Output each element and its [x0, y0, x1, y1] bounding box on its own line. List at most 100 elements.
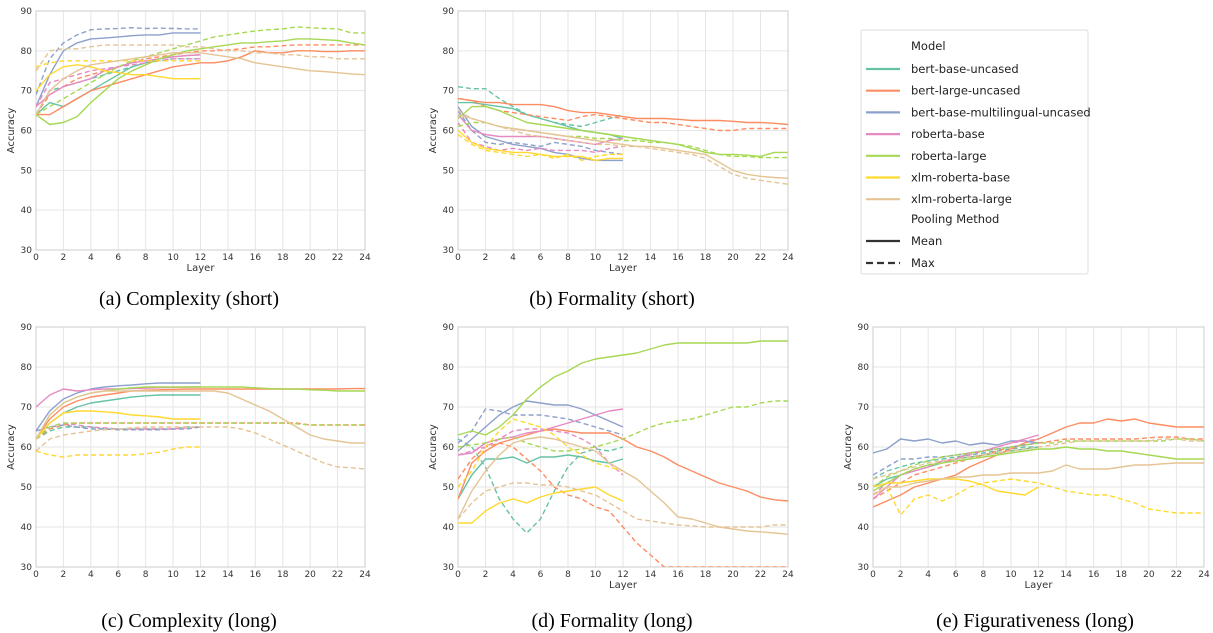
y-tick-label: 90: [443, 323, 455, 333]
series-line-bert-large-uncased-mean: [36, 387, 365, 440]
series-line-bert-base-multilingual-uncased-mean: [873, 438, 1039, 454]
x-tick-label: 0: [33, 570, 39, 580]
y-tick-label: 90: [858, 323, 870, 333]
x-tick-label: 14: [222, 253, 234, 263]
y-axis-label: Accuracy: [6, 424, 17, 470]
x-tick-label: 12: [1033, 570, 1044, 580]
series-line-bert-base-uncased-max: [458, 86, 624, 128]
series-line-xlm-roberta-base-max: [873, 478, 1204, 516]
x-tick-label: 14: [645, 253, 657, 263]
x-axis-label: Layer: [1025, 580, 1054, 591]
series-line-xlm-roberta-base-mean: [458, 486, 624, 524]
y-tick-label: 70: [21, 87, 33, 97]
x-tick-label: 6: [538, 570, 544, 580]
x-tick-label: 12: [617, 253, 628, 263]
x-tick-label: 2: [483, 570, 489, 580]
y-axis-label: Accuracy: [6, 108, 17, 154]
series-lines: [458, 340, 788, 567]
legend-label-xlm-roberta-large: xlm-roberta-large: [911, 192, 1012, 206]
y-tick-label: 50: [858, 483, 870, 493]
y-tick-label: 30: [21, 563, 33, 573]
x-tick-label: 4: [510, 253, 516, 263]
series-line-xlm-roberta-base-max: [458, 133, 623, 162]
y-tick-label: 60: [858, 443, 870, 453]
y-tick-label: 90: [21, 7, 33, 17]
x-tick-label: 10: [1005, 570, 1017, 580]
x-tick-label: 6: [538, 253, 544, 263]
x-tick-label: 22: [332, 253, 343, 263]
series-line-xlm-roberta-large-max: [458, 482, 788, 528]
x-axis-label: Layer: [609, 263, 638, 274]
x-tick-label: 20: [304, 253, 316, 263]
y-tick-label: 40: [21, 206, 33, 216]
x-tick-label: 24: [782, 570, 794, 580]
x-tick-label: 20: [1143, 570, 1155, 580]
x-tick-label: 24: [1198, 570, 1210, 580]
x-tick-label: 2: [61, 253, 67, 263]
legend-label-bert-base-uncased: bert-base-uncased: [911, 62, 1019, 76]
legend-model-entries: bert-base-uncased bert-large-uncased bert-…: [866, 62, 1091, 206]
plot-frame: [872, 326, 1205, 568]
x-tick-label: 14: [645, 570, 657, 580]
x-tick-label: 18: [1116, 570, 1128, 580]
y-axis-label: Accuracy: [428, 108, 439, 154]
x-tick-label: 16: [250, 570, 262, 580]
y-tick-label: 80: [858, 363, 870, 373]
y-tick-label: 70: [443, 403, 455, 413]
y-tick-label: 50: [443, 166, 455, 176]
x-tick-label: 16: [250, 253, 262, 263]
y-tick-label: 80: [21, 363, 33, 373]
x-tick-label: 0: [870, 570, 876, 580]
x-tick-label: 12: [617, 570, 628, 580]
series-line-xlm-roberta-large-mean: [873, 462, 1204, 496]
y-tick-label: 90: [21, 323, 33, 333]
series-line-xlm-roberta-large-max: [36, 44, 365, 72]
x-tick-label: 20: [727, 570, 739, 580]
y-tick-label: 70: [858, 403, 870, 413]
x-tick-label: 4: [510, 570, 516, 580]
y-tick-label: 30: [21, 246, 33, 256]
series-lines: [873, 418, 1204, 516]
x-tick-label: 18: [277, 253, 289, 263]
x-tick-label: 14: [222, 570, 234, 580]
x-tick-label: 22: [755, 570, 766, 580]
series-line-xlm-roberta-base-mean: [873, 478, 1039, 496]
legend-model-title: Model: [911, 39, 946, 53]
series-line-xlm-roberta-base-max: [458, 418, 624, 488]
legend: Model bert-base-uncased bert-large-uncase…: [860, 29, 1091, 275]
series-line-roberta-large-mean: [36, 38, 365, 126]
legend-label-roberta-base: roberta-base: [911, 127, 985, 141]
y-tick-label: 60: [443, 127, 455, 137]
series-line-roberta-large-max: [458, 400, 788, 452]
x-tick-label: 8: [143, 253, 149, 263]
series-lines: [458, 86, 788, 185]
series-line-xlm-roberta-large-max: [36, 426, 365, 470]
series-line-bert-large-uncased-max: [458, 97, 788, 132]
series-line-bert-large-uncased-mean: [458, 97, 788, 126]
x-tick-label: 2: [483, 253, 489, 263]
legend-label-max: Max: [911, 256, 935, 270]
y-tick-label: 40: [443, 206, 455, 216]
x-tick-label: 16: [672, 570, 684, 580]
x-tick-label: 8: [980, 570, 986, 580]
series-line-roberta-large-max: [873, 438, 1204, 488]
series-line-bert-base-uncased-max: [458, 438, 624, 534]
x-tick-label: 8: [565, 253, 571, 263]
series-line-xlm-roberta-large-mean: [36, 52, 365, 115]
x-tick-label: 12: [195, 570, 206, 580]
y-axis-label: Accuracy: [843, 424, 854, 470]
y-tick-label: 80: [443, 363, 455, 373]
series-line-xlm-roberta-base-mean: [36, 64, 201, 92]
x-tick-label: 8: [143, 570, 149, 580]
y-tick-label: 40: [443, 523, 455, 533]
x-tick-label: 22: [1171, 570, 1182, 580]
series-line-roberta-large-max: [36, 26, 365, 116]
x-tick-label: 10: [167, 253, 179, 263]
caption-e: (e) Figurativeness (long): [936, 610, 1134, 632]
caption-c: (c) Complexity (long): [101, 610, 277, 632]
series-line-bert-base-multilingual-uncased-mean: [36, 32, 201, 107]
series-line-xlm-roberta-large-mean: [458, 436, 788, 535]
x-tick-label: 6: [115, 570, 121, 580]
